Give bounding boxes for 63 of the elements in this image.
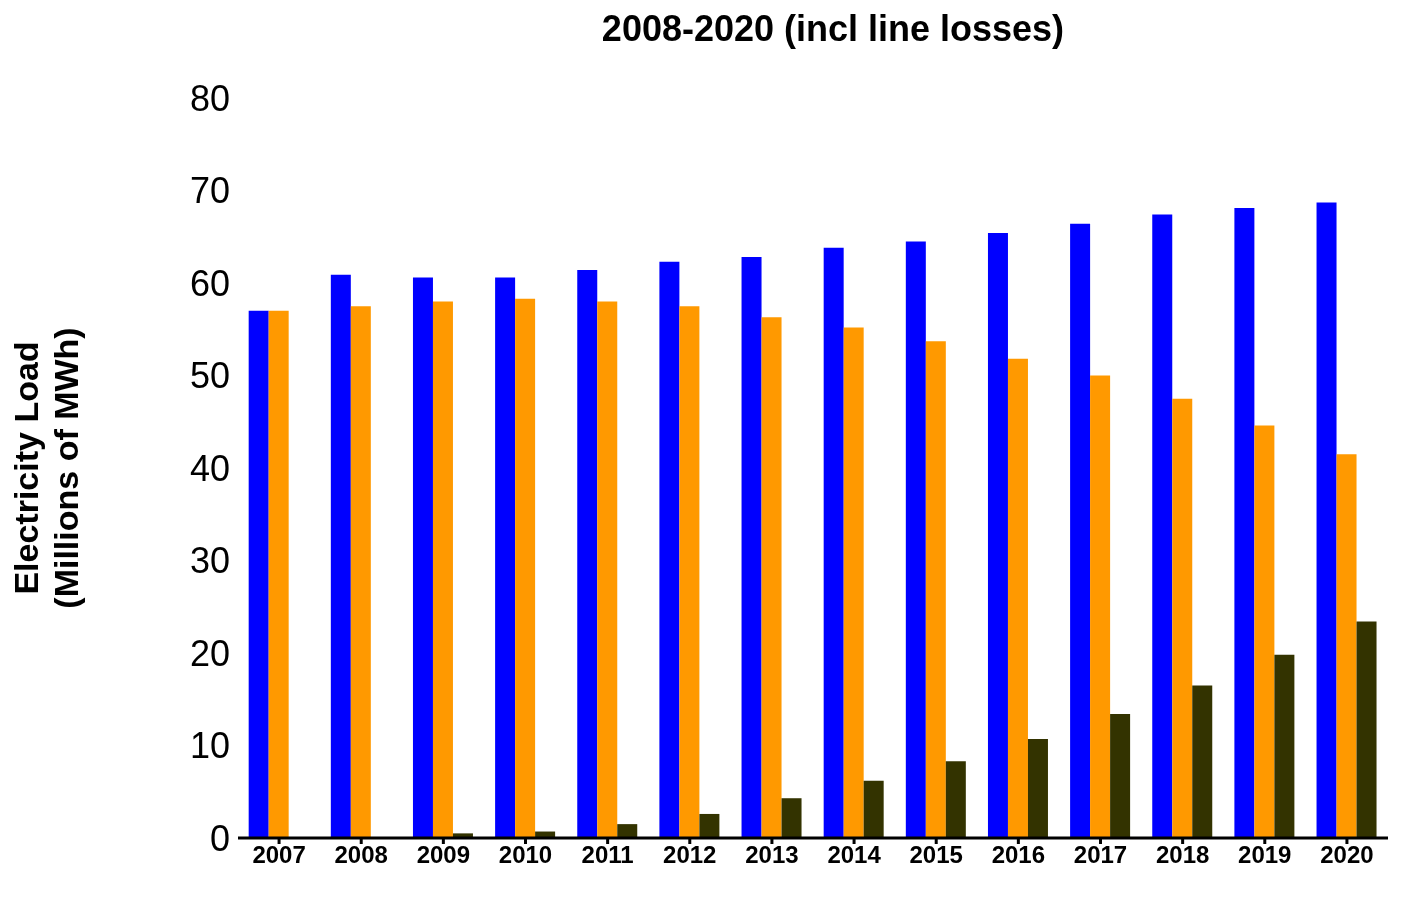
x-tick-label: 2007 — [252, 841, 306, 869]
bar — [330, 274, 351, 838]
x-tick-label: 2019 — [1238, 841, 1292, 869]
x-tick-label: 2015 — [909, 841, 963, 869]
bar — [432, 301, 453, 838]
bar — [863, 780, 884, 838]
bar — [1192, 685, 1213, 838]
x-tick-label: 2011 — [581, 841, 634, 869]
bar — [1234, 208, 1255, 838]
bar — [1274, 654, 1295, 838]
bar — [1356, 621, 1377, 838]
bar — [577, 270, 598, 838]
bar — [1254, 425, 1275, 838]
bar — [515, 298, 536, 838]
bar — [1090, 375, 1111, 838]
x-tick-label: 2012 — [663, 841, 717, 869]
bar — [1070, 223, 1091, 838]
bar — [617, 824, 638, 838]
bar — [1172, 398, 1193, 838]
bar — [1316, 202, 1337, 838]
x-tick-label: 2010 — [498, 841, 553, 869]
bar — [1007, 358, 1028, 838]
x-tick-label: 2020 — [1320, 841, 1374, 869]
y-tick-label: 40 — [189, 447, 230, 489]
bar — [741, 257, 762, 838]
x-tick-label: 2014 — [827, 841, 882, 869]
y-tick-label: 80 — [189, 77, 230, 119]
bar — [248, 310, 269, 838]
x-tick-label: 2017 — [1073, 841, 1128, 869]
bar — [597, 301, 618, 838]
x-tick-label: 2018 — [1155, 841, 1210, 869]
bar — [823, 247, 844, 838]
bar — [679, 306, 700, 838]
bar — [781, 798, 802, 838]
y-tick-label: 30 — [189, 540, 230, 582]
y-tick-label: 70 — [189, 170, 230, 212]
bar — [1152, 214, 1173, 838]
y-tick-label: 10 — [189, 725, 230, 767]
bar — [659, 261, 680, 838]
bar — [843, 327, 864, 838]
bar — [925, 341, 946, 838]
bar — [1336, 454, 1357, 838]
bar — [945, 761, 966, 838]
bar — [495, 277, 516, 838]
bar — [1027, 739, 1048, 838]
y-tick-label: 50 — [189, 355, 230, 397]
bar — [1110, 714, 1131, 838]
bar — [412, 277, 433, 838]
bar — [699, 813, 720, 838]
x-tick-label: 2009 — [416, 841, 471, 869]
y-tick-label: 20 — [189, 632, 230, 674]
bar — [761, 317, 782, 838]
y-axis-title: Electricity Load (Millions of MWh) — [7, 327, 85, 609]
bar — [268, 310, 289, 838]
bar — [987, 233, 1008, 838]
bar — [350, 306, 371, 838]
y-tick-label: 0 — [209, 817, 230, 859]
x-tick-label: 2016 — [991, 841, 1046, 869]
bar — [905, 241, 926, 838]
x-tick-label: 2013 — [745, 841, 799, 869]
chart-title: 2008-2020 (incl line losses) — [600, 8, 1066, 51]
y-tick-label: 60 — [189, 262, 230, 304]
x-tick-label: 2008 — [334, 841, 388, 869]
